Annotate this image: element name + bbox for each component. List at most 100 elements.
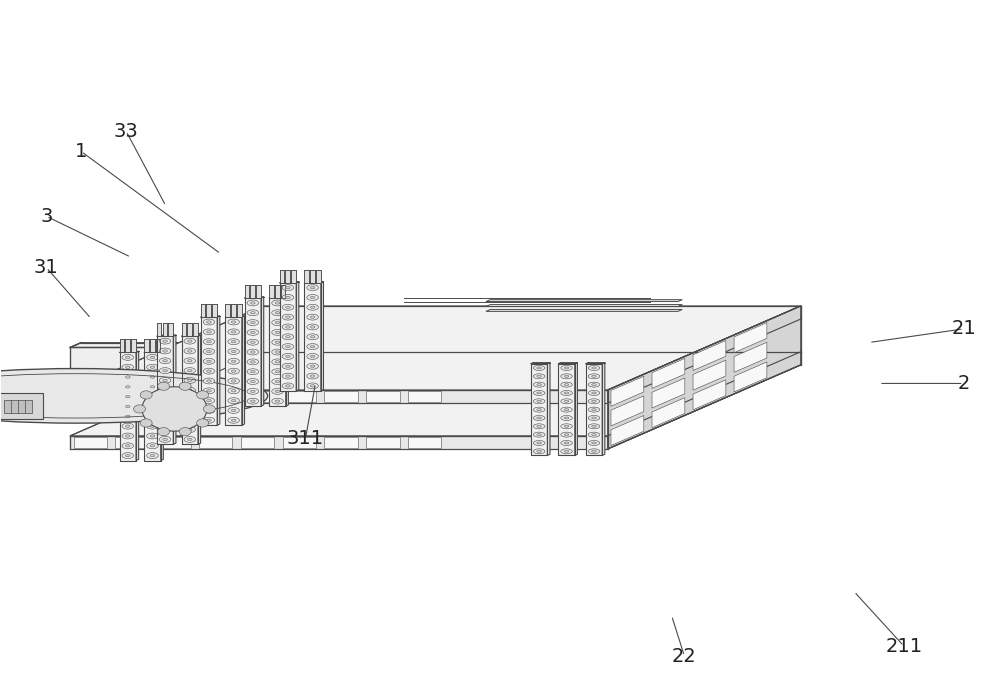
Ellipse shape [561, 440, 572, 445]
Polygon shape [611, 416, 644, 445]
Ellipse shape [251, 302, 255, 304]
Ellipse shape [251, 380, 255, 383]
Ellipse shape [207, 350, 211, 353]
Ellipse shape [533, 382, 545, 387]
Ellipse shape [231, 419, 236, 421]
Ellipse shape [140, 391, 152, 399]
Polygon shape [193, 323, 198, 336]
Ellipse shape [307, 383, 318, 389]
Polygon shape [366, 391, 400, 402]
Ellipse shape [0, 369, 268, 423]
Ellipse shape [163, 409, 167, 411]
Ellipse shape [231, 379, 236, 382]
Ellipse shape [187, 350, 192, 352]
Polygon shape [304, 283, 321, 391]
Ellipse shape [231, 409, 236, 412]
Ellipse shape [251, 361, 255, 363]
Polygon shape [0, 393, 43, 419]
Polygon shape [256, 285, 261, 298]
Polygon shape [199, 437, 232, 447]
Ellipse shape [122, 453, 134, 458]
Polygon shape [182, 336, 198, 445]
Polygon shape [120, 353, 136, 460]
Polygon shape [304, 282, 323, 283]
Polygon shape [4, 400, 32, 413]
Ellipse shape [282, 373, 294, 379]
Ellipse shape [310, 286, 315, 289]
Ellipse shape [247, 329, 259, 336]
Ellipse shape [592, 450, 596, 452]
Polygon shape [70, 306, 801, 390]
Ellipse shape [159, 416, 171, 423]
Ellipse shape [147, 394, 158, 399]
Ellipse shape [286, 286, 290, 289]
Text: 311: 311 [287, 429, 324, 447]
Ellipse shape [282, 353, 294, 360]
Ellipse shape [310, 356, 315, 358]
Ellipse shape [122, 384, 134, 390]
Polygon shape [70, 436, 608, 449]
Ellipse shape [163, 379, 167, 382]
Ellipse shape [592, 434, 596, 436]
Ellipse shape [207, 331, 211, 333]
Text: 22: 22 [672, 647, 697, 666]
Polygon shape [734, 342, 767, 373]
Polygon shape [157, 437, 191, 447]
Ellipse shape [251, 332, 255, 334]
Polygon shape [316, 270, 321, 283]
Ellipse shape [187, 438, 192, 440]
Ellipse shape [150, 406, 155, 408]
Ellipse shape [147, 354, 158, 360]
Ellipse shape [163, 399, 167, 401]
Polygon shape [125, 339, 130, 353]
Ellipse shape [533, 432, 545, 437]
Ellipse shape [564, 367, 569, 369]
Polygon shape [241, 437, 274, 447]
Polygon shape [269, 298, 286, 406]
Polygon shape [321, 282, 323, 391]
Ellipse shape [561, 407, 572, 412]
Ellipse shape [184, 377, 196, 384]
Ellipse shape [588, 424, 600, 429]
Ellipse shape [275, 390, 280, 393]
Ellipse shape [537, 392, 541, 394]
Polygon shape [182, 323, 186, 336]
Ellipse shape [592, 409, 596, 410]
Ellipse shape [307, 304, 318, 310]
Ellipse shape [179, 427, 191, 436]
Polygon shape [225, 317, 242, 425]
Polygon shape [269, 297, 288, 298]
Ellipse shape [537, 417, 541, 419]
Polygon shape [206, 304, 211, 317]
Ellipse shape [272, 369, 283, 375]
Ellipse shape [310, 375, 315, 377]
Polygon shape [531, 364, 547, 456]
Ellipse shape [564, 409, 569, 410]
Ellipse shape [588, 399, 600, 403]
Ellipse shape [150, 356, 155, 358]
Ellipse shape [588, 382, 600, 387]
Ellipse shape [203, 369, 215, 374]
Polygon shape [558, 362, 577, 364]
Polygon shape [120, 351, 139, 353]
Ellipse shape [163, 360, 167, 362]
Ellipse shape [231, 331, 236, 333]
Polygon shape [486, 299, 682, 301]
Ellipse shape [286, 356, 290, 358]
Ellipse shape [187, 428, 192, 431]
Ellipse shape [307, 295, 318, 301]
Ellipse shape [564, 375, 569, 377]
Ellipse shape [187, 419, 192, 421]
Ellipse shape [588, 374, 600, 379]
Ellipse shape [286, 365, 290, 367]
Polygon shape [168, 323, 173, 336]
Ellipse shape [125, 406, 130, 408]
Ellipse shape [537, 400, 541, 402]
Ellipse shape [588, 432, 600, 437]
Polygon shape [285, 270, 290, 283]
Polygon shape [486, 310, 682, 312]
Ellipse shape [228, 408, 239, 413]
Polygon shape [120, 339, 124, 353]
Ellipse shape [272, 398, 283, 404]
Ellipse shape [533, 449, 545, 453]
